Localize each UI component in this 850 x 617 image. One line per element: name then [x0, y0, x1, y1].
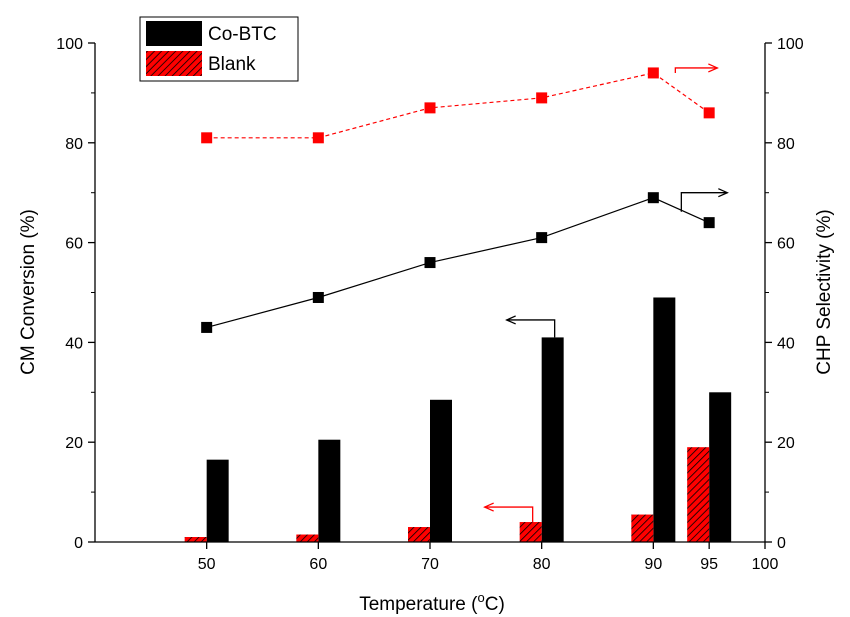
bar-blank-90 [631, 514, 654, 542]
arrow-blank-left [483, 502, 534, 523]
arrow-red-line-right [674, 63, 719, 73]
bar-blank-70 [408, 527, 430, 542]
y-right-tick-label-40: 40 [777, 335, 795, 352]
marker-series-1-80 [536, 232, 548, 244]
x-tick-label-95: 95 [700, 556, 718, 573]
marker-series-0-95 [703, 107, 715, 119]
marker-series-1-95 [703, 217, 715, 229]
bar-blank-60 [296, 534, 319, 542]
legend-label-co-btc: Co-BTC [208, 24, 277, 45]
bar-blank-95 [687, 447, 710, 542]
y-right-tick-label-0: 0 [777, 535, 786, 552]
marker-series-1-90 [647, 192, 659, 204]
marker-series-1-60 [312, 291, 324, 303]
bar-co-btc-70 [430, 399, 452, 542]
y-left-tick-label-60: 60 [65, 236, 83, 253]
y-left-tick-label-40: 40 [65, 335, 83, 352]
annotations-layer [483, 63, 729, 523]
y-axis-right-title: CHP Selectivity (%) [814, 209, 835, 374]
x-tick-label-50: 50 [198, 556, 216, 573]
marker-series-0-90 [647, 67, 659, 79]
bar-blank-80 [519, 522, 542, 542]
marker-series-0-50 [201, 132, 213, 144]
bars-layer [184, 297, 732, 542]
bar-blank-50 [184, 537, 207, 542]
x-axis-title: Temperature (oC) [359, 590, 505, 615]
bar-co-btc-95 [709, 392, 732, 542]
ticks-layer: 0 0 20 20 40 40 60 60 80 80 100 100 50 60 70 80 90 95 100 [56, 36, 804, 573]
bar-co-btc-60 [318, 439, 341, 542]
bar-co-btc-50 [206, 459, 229, 542]
legend-label-blank: Blank [208, 54, 256, 75]
arrow-black-line-right [680, 188, 729, 212]
legend-swatch-blank [146, 51, 202, 76]
bar-co-btc-90 [653, 297, 676, 542]
marker-series-1-50 [201, 321, 213, 333]
y-right-tick-label-80: 80 [777, 136, 795, 153]
marker-series-0-60 [312, 132, 324, 144]
x-tick-label-70: 70 [421, 556, 439, 573]
y-left-tick-label-100: 100 [56, 36, 83, 53]
x-tick-label-80: 80 [533, 556, 551, 573]
y-right-tick-label-60: 60 [777, 236, 795, 253]
marker-series-1-70 [424, 257, 436, 269]
y-left-tick-label-80: 80 [65, 136, 83, 153]
marker-series-0-70 [424, 102, 436, 114]
marker-series-0-80 [536, 92, 548, 104]
x-tick-label-100: 100 [752, 556, 779, 573]
lines-layer [201, 67, 715, 333]
legend: Co-BTC Blank [139, 16, 299, 82]
y-right-tick-label-100: 100 [777, 36, 804, 53]
y-left-tick-label-20: 20 [65, 435, 83, 452]
arrow-co-btc-left [505, 315, 556, 338]
legend-swatch-co-btc [146, 21, 202, 46]
x-tick-label-60: 60 [309, 556, 327, 573]
y-axis-left-title: CM Conversion (%) [18, 209, 39, 375]
x-tick-label-90: 90 [644, 556, 662, 573]
line-series-0 [206, 72, 710, 139]
y-left-tick-label-0: 0 [74, 535, 83, 552]
line-series-1 [206, 197, 710, 329]
y-right-tick-label-20: 20 [777, 435, 795, 452]
bar-co-btc-80 [541, 337, 564, 542]
